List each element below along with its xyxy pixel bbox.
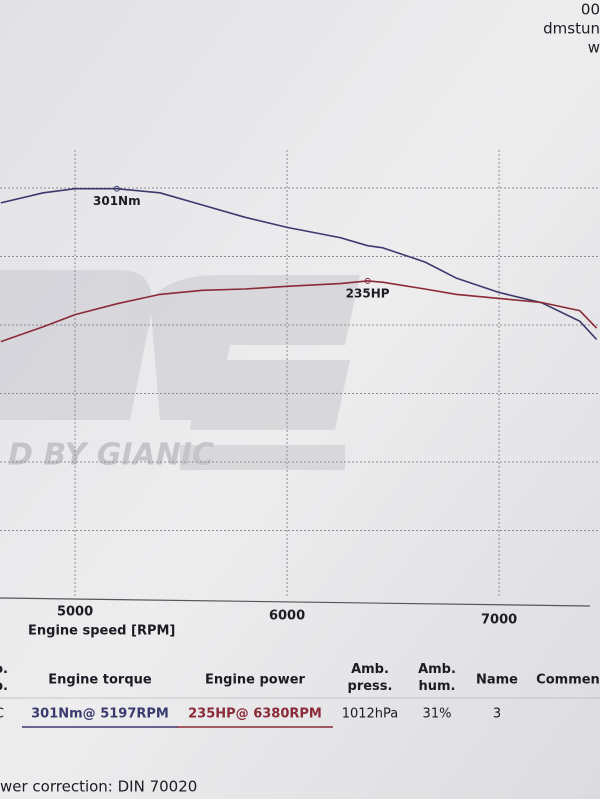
footer: wer correction: DIN 70020: [0, 778, 197, 796]
table-header: Commen: [536, 673, 600, 688]
annotation-marker: [113, 185, 120, 192]
series-line: [0, 187, 598, 340]
x-tick-label: 6000: [269, 609, 305, 624]
header-line: 00: [581, 1, 600, 19]
x-axis-label: Engine speed [RPM]: [28, 624, 175, 639]
table-cell: C: [0, 707, 4, 722]
x-tick-label: 5000: [57, 605, 93, 620]
annotation: 235HP: [346, 286, 390, 300]
series-line: [0, 280, 598, 343]
table-cell: 3: [493, 707, 501, 722]
table-cell: 235HP@ 6380RPM: [188, 707, 322, 722]
x-axis: [0, 597, 591, 607]
x-tick-label: 7000: [481, 613, 517, 628]
annotation-marker: [364, 277, 371, 284]
table-header: Name: [476, 673, 518, 688]
table-header: Amb. press.: [348, 662, 393, 694]
table-header: Engine power: [205, 673, 306, 688]
header-line: dmstun: [543, 20, 600, 38]
watermark-shapes: [0, 270, 360, 470]
table-cell: 31%: [423, 707, 452, 722]
table-cell: 1012hPa: [342, 707, 399, 722]
plot: 5000 6000 7000 301Nm 235HP: [0, 150, 600, 628]
table-header: Engine torque: [48, 673, 152, 688]
table-header: Amb. hum.: [418, 662, 456, 694]
table: o.p. Engine torque Engine power Amb.press. A…: [0, 662, 600, 728]
table-cell: 301Nm@ 5197RPM: [31, 707, 169, 722]
table-header: o.p.: [0, 662, 8, 694]
annotation: 301Nm: [93, 194, 141, 208]
watermark: D BY GIANIC: [8, 438, 214, 473]
header-line: w: [588, 39, 600, 57]
